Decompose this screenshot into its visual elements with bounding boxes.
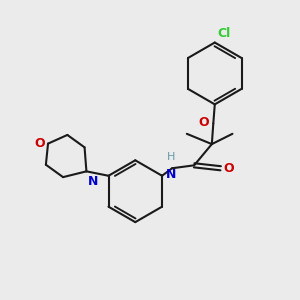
Text: N: N (166, 168, 177, 181)
Text: O: O (34, 137, 45, 150)
Text: O: O (198, 116, 208, 129)
Text: N: N (88, 175, 98, 188)
Text: H: H (167, 152, 176, 162)
Text: Cl: Cl (218, 27, 231, 40)
Text: O: O (224, 162, 234, 175)
